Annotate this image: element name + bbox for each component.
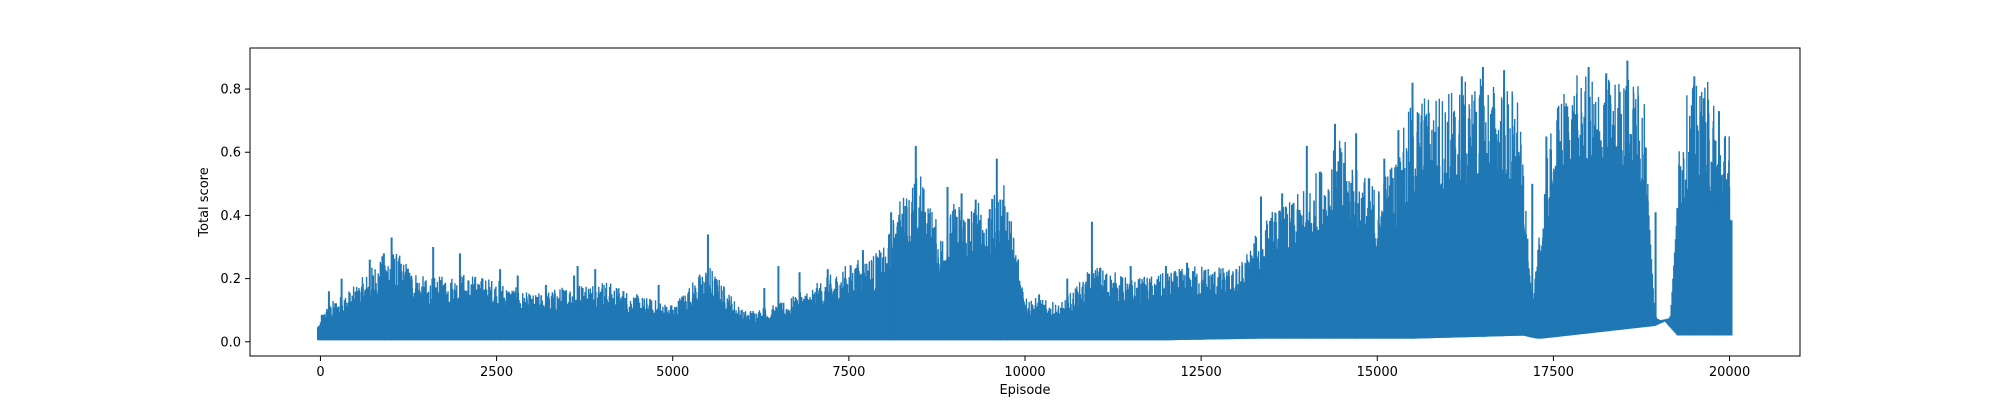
x-tick-label: 7500 [832,365,865,380]
score-series-core [317,188,1733,341]
x-tick-label: 12500 [1180,365,1221,380]
x-axis-label: Episode [999,383,1050,398]
x-tick-label: 2500 [480,365,513,380]
y-tick-label: 0.0 [220,335,241,350]
y-tick-label: 0.2 [220,272,241,287]
x-tick-label: 5000 [656,365,689,380]
y-axis-label: Total score [197,167,212,237]
x-axis: 0 2500 5000 7500 10000 12500 15000 17500 20000 [316,356,1750,380]
y-axis: 0.0 0.2 0.4 0.6 0.8 [220,83,250,350]
x-tick-label: 17500 [1533,365,1574,380]
x-tick-label: 10000 [1004,365,1045,380]
y-tick-label: 0.4 [220,209,241,224]
y-tick-label: 0.6 [220,146,241,161]
x-tick-label: 15000 [1357,365,1398,380]
y-tick-label: 0.8 [220,83,241,98]
plot-area [317,60,1733,341]
x-tick-label: 0 [316,365,324,380]
x-tick-label: 20000 [1709,365,1750,380]
